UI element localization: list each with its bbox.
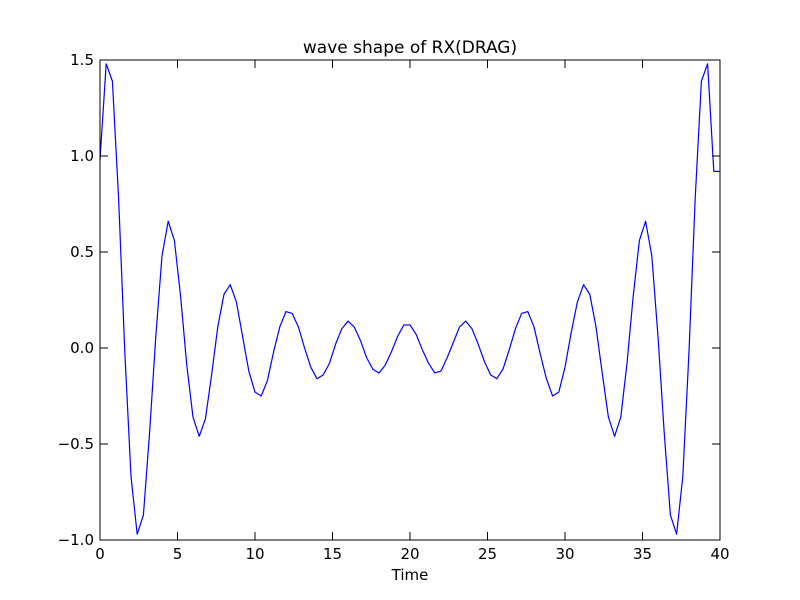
series-line-0 — [99, 63, 720, 535]
x-tick-label: 15 — [323, 545, 342, 563]
y-tick-label: −1.0 — [58, 531, 94, 549]
y-tick-label: 0.5 — [70, 243, 94, 261]
x-tick-label: 20 — [400, 545, 419, 563]
x-tick-label: 10 — [245, 545, 264, 563]
y-tick-label: 0.0 — [70, 339, 94, 357]
plot-area: 0 5 10 15 20 25 30 35 40 −1.0 −0.5 0.0 0.5 1.0 1.5 — [58, 51, 730, 563]
y-tick-label: 1.5 — [70, 51, 94, 69]
x-tick-label: 25 — [478, 545, 497, 563]
chart-title: wave shape of RX(DRAG) — [303, 38, 517, 58]
x-axis-label: Time — [391, 566, 429, 584]
y-tick-label: −0.5 — [58, 435, 94, 453]
x-tick-label: 5 — [173, 545, 183, 563]
x-tick-label: 30 — [555, 545, 574, 563]
x-tick-label: 40 — [710, 545, 729, 563]
x-tick-label: 35 — [633, 545, 652, 563]
x-tick-label: 0 — [95, 545, 105, 563]
y-tick-label: 1.0 — [70, 147, 94, 165]
